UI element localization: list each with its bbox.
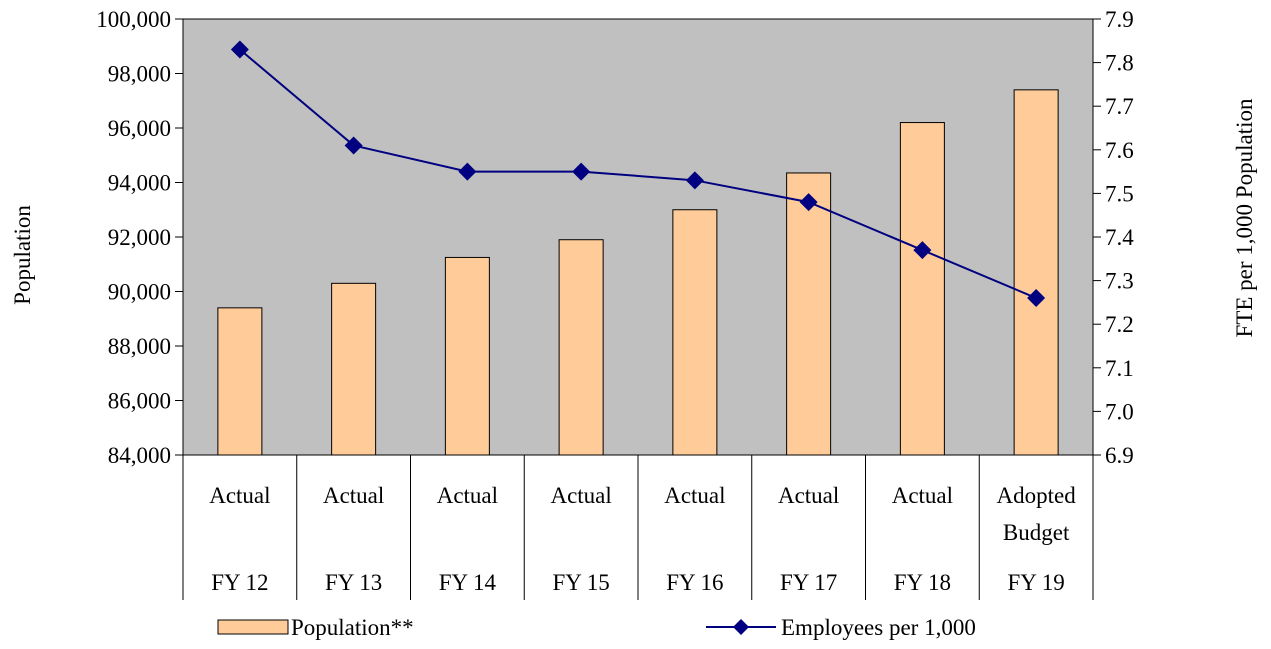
- category-label: Actual: [892, 483, 953, 508]
- y2-tick-label: 7.4: [1105, 225, 1134, 250]
- y2-tick-label: 7.0: [1105, 399, 1134, 424]
- y-tick-label: 90,000: [108, 280, 171, 305]
- y2-tick-label: 7.7: [1105, 94, 1134, 119]
- line-series: [230, 40, 1046, 308]
- y-tick-label: 98,000: [108, 62, 171, 87]
- marker-employees-per-1000: [1027, 289, 1046, 308]
- category-label: FY 13: [325, 570, 382, 595]
- marker-employees-per-1000: [572, 162, 591, 181]
- category-label: FY 19: [1007, 570, 1064, 595]
- category-label: Actual: [550, 483, 611, 508]
- marker-employees-per-1000: [685, 171, 704, 190]
- y2-tick-label: 7.6: [1105, 138, 1134, 163]
- category-label: FY 12: [211, 570, 268, 595]
- legend-label-employees: Employees per 1,000: [781, 615, 976, 640]
- y-axis-title: Population: [10, 205, 35, 305]
- category-label: Actual: [437, 483, 498, 508]
- marker-employees-per-1000: [458, 162, 477, 181]
- y-tick-label: 92,000: [108, 225, 171, 250]
- bar-population: [899, 122, 945, 456]
- category-label: Actual: [323, 483, 384, 508]
- y2-tick-label: 7.5: [1105, 181, 1134, 206]
- y2-tick-label: 7.2: [1105, 312, 1134, 337]
- category-label: FY 15: [552, 570, 609, 595]
- right-axis: 6.9 7.0 7.1 7.2 7.3 7.4 7.5 7.6 7.7 7.8 7.9: [1093, 7, 1134, 468]
- y-tick-label: 94,000: [108, 171, 171, 196]
- category-label: FY 18: [894, 570, 951, 595]
- category-label: FY 16: [666, 570, 723, 595]
- y-tick-label: 96,000: [108, 116, 171, 141]
- y2-tick-label: 7.9: [1105, 7, 1134, 32]
- legend-swatch-population: [217, 619, 289, 635]
- legend-marker-employees: [733, 619, 749, 635]
- y-tick-label: 100,000: [96, 7, 171, 32]
- y-tick-label: 84,000: [108, 443, 171, 468]
- category-axis: Actual FY 12 Actual FY 13 Actual FY 14 Actual F…: [182, 455, 1094, 600]
- category-label: FY 17: [780, 570, 837, 595]
- bar-series: [217, 89, 1059, 456]
- bar-population: [444, 256, 490, 456]
- y2-tick-label: 6.9: [1105, 443, 1134, 468]
- legend-label-population: Population**: [291, 615, 414, 640]
- category-label: Adopted: [997, 483, 1077, 508]
- marker-employees-per-1000: [230, 40, 249, 59]
- marker-employees-per-1000: [913, 241, 932, 260]
- marker-employees-per-1000: [799, 193, 818, 212]
- y2-tick-label: 7.3: [1105, 269, 1134, 294]
- plot-area: [182, 18, 1094, 456]
- y2-tick-label: 7.1: [1105, 356, 1134, 381]
- bar-population: [331, 282, 377, 456]
- marker-employees-per-1000: [344, 136, 363, 155]
- category-label: Budget: [1003, 520, 1070, 545]
- y-tick-label: 86,000: [108, 389, 171, 414]
- bar-population: [1013, 89, 1059, 456]
- category-label: Actual: [209, 483, 270, 508]
- category-label: Actual: [664, 483, 725, 508]
- bar-population: [786, 172, 832, 456]
- category-label: FY 14: [439, 570, 497, 595]
- left-axis: 84,000 86,000 88,000 90,000 92,000 94,000 96,0…: [96, 7, 183, 468]
- y-tick-label: 88,000: [108, 334, 171, 359]
- y2-axis-title: FTE per 1,000 Population: [1232, 98, 1257, 337]
- bar-population: [672, 209, 718, 456]
- category-label: Actual: [778, 483, 839, 508]
- y2-tick-label: 7.8: [1105, 51, 1134, 76]
- legend: Population** Employees per 1,000: [217, 615, 976, 640]
- line-employees-per-1000: [239, 48, 1037, 299]
- bar-population: [558, 239, 604, 456]
- bar-population: [217, 307, 263, 456]
